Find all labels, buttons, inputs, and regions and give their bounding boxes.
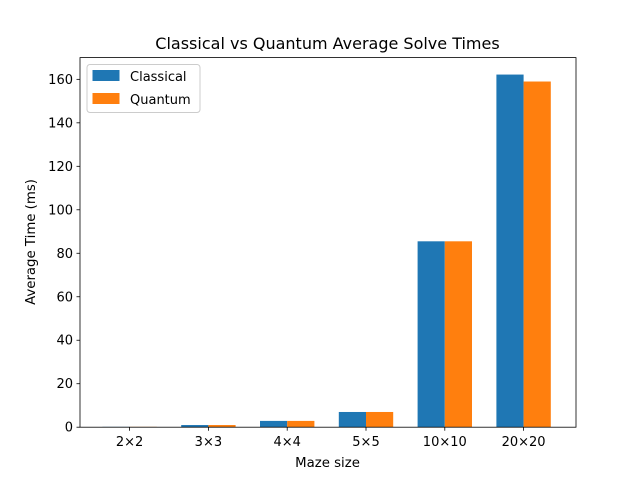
bar-quantum bbox=[287, 421, 314, 427]
y-tick-label: 40 bbox=[56, 334, 73, 349]
y-tick-label: 20 bbox=[56, 377, 73, 392]
legend-swatch bbox=[93, 93, 120, 104]
y-tick-label: 100 bbox=[48, 203, 73, 218]
legend-swatch bbox=[93, 70, 120, 81]
bar-quantum bbox=[445, 241, 472, 427]
x-tick-label: 4×4 bbox=[273, 435, 300, 450]
x-tick-label: 3×3 bbox=[195, 435, 222, 450]
legend: Classical Quantum bbox=[87, 65, 200, 113]
x-tick-label: 5×5 bbox=[352, 435, 379, 450]
x-tick-label: 10×10 bbox=[423, 435, 467, 450]
bar-classical bbox=[339, 412, 366, 427]
bar-classical bbox=[496, 75, 523, 428]
legend-label: Classical bbox=[130, 70, 187, 85]
y-tick-label: 120 bbox=[48, 160, 73, 175]
y-tick-label: 80 bbox=[56, 247, 73, 262]
x-tick-label: 2×2 bbox=[116, 435, 143, 450]
y-tick-label: 160 bbox=[48, 73, 73, 88]
bar-quantum bbox=[524, 82, 551, 428]
legend-label: Quantum bbox=[130, 93, 191, 108]
y-tick-label: 140 bbox=[48, 116, 73, 131]
bar-classical bbox=[260, 421, 287, 427]
x-axis-label: Maze size bbox=[295, 456, 360, 471]
y-axis-label: Average Time (ms) bbox=[24, 179, 39, 305]
bar-quantum bbox=[366, 412, 393, 427]
y-tick-label: 0 bbox=[65, 421, 73, 436]
chart-title: Classical vs Quantum Average Solve Times bbox=[155, 34, 499, 53]
bar-classical bbox=[418, 241, 445, 427]
y-tick-label: 60 bbox=[56, 290, 73, 305]
plot-area: 0 20 40 60 80 100 120 140 160 2×2 3×3 4×4 5×5 10×10 20… bbox=[48, 58, 576, 451]
x-tick-label: 20×20 bbox=[502, 435, 546, 450]
